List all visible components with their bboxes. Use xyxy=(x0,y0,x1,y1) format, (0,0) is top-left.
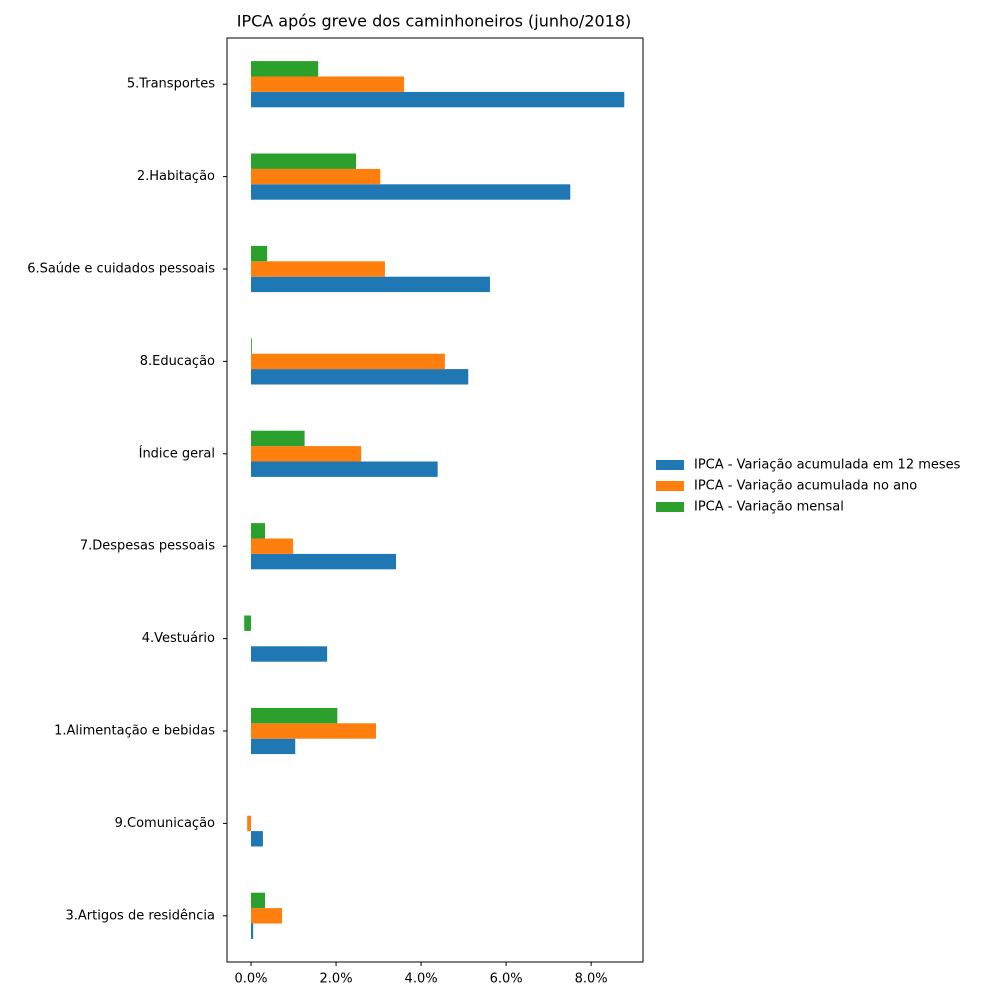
y-tick-label: 3.Artigos de residência xyxy=(66,908,216,923)
bar xyxy=(251,76,405,92)
bar xyxy=(251,538,294,554)
bar xyxy=(251,523,266,539)
x-tick-label: 4.0% xyxy=(405,972,438,987)
y-tick-label: 9.Comunicação xyxy=(115,816,215,831)
bar xyxy=(251,353,445,370)
y-tick-label: 1.Alimentação e bebidas xyxy=(54,724,215,739)
x-tick-label: 0.0% xyxy=(235,972,268,987)
y-tick-label: 2.Habitação xyxy=(137,169,215,184)
legend-swatch xyxy=(656,502,684,512)
y-tick-label: Índice geral xyxy=(139,445,215,461)
bar xyxy=(251,184,571,200)
bar xyxy=(244,615,252,631)
bar xyxy=(251,446,362,462)
bar xyxy=(251,723,377,739)
y-tick-label: 4.Vestuário xyxy=(142,631,215,646)
bar xyxy=(251,430,305,447)
y-tick-label: 5.Transportes xyxy=(127,77,215,92)
x-tick-label: 8.0% xyxy=(575,972,608,987)
bar xyxy=(251,369,469,385)
bar xyxy=(251,738,296,755)
bar xyxy=(251,276,490,293)
bar xyxy=(251,91,625,108)
bar xyxy=(251,646,328,662)
bar xyxy=(251,553,396,570)
legend-label: IPCA - Variação acumulada em 12 meses xyxy=(694,458,961,473)
chart-title: IPCA após greve dos caminhoneiros (junho… xyxy=(237,12,632,31)
bar xyxy=(251,892,266,909)
legend-label: IPCA - Variação acumulada no ano xyxy=(694,479,917,494)
bar xyxy=(251,461,438,477)
x-tick-label: 6.0% xyxy=(490,972,523,987)
bar xyxy=(251,61,319,77)
legend-swatch xyxy=(656,460,684,470)
bar xyxy=(247,815,252,832)
y-tick-label: 6.Saúde e cuidados pessoais xyxy=(27,262,215,277)
legend-swatch xyxy=(656,481,684,491)
bar xyxy=(251,923,254,939)
x-tick-label: 2.0% xyxy=(320,972,353,987)
bar xyxy=(251,831,263,847)
plot-frame xyxy=(226,37,644,963)
bar xyxy=(251,168,381,185)
bar xyxy=(251,261,385,277)
bar xyxy=(251,153,357,169)
y-tick-label: 8.Educação xyxy=(140,354,215,369)
legend-label: IPCA - Variação mensal xyxy=(694,500,844,515)
bar xyxy=(251,245,268,262)
bar xyxy=(251,908,283,924)
y-tick-label: 7.Despesas pessoais xyxy=(80,539,215,554)
bar xyxy=(251,338,252,354)
bar xyxy=(251,707,338,724)
